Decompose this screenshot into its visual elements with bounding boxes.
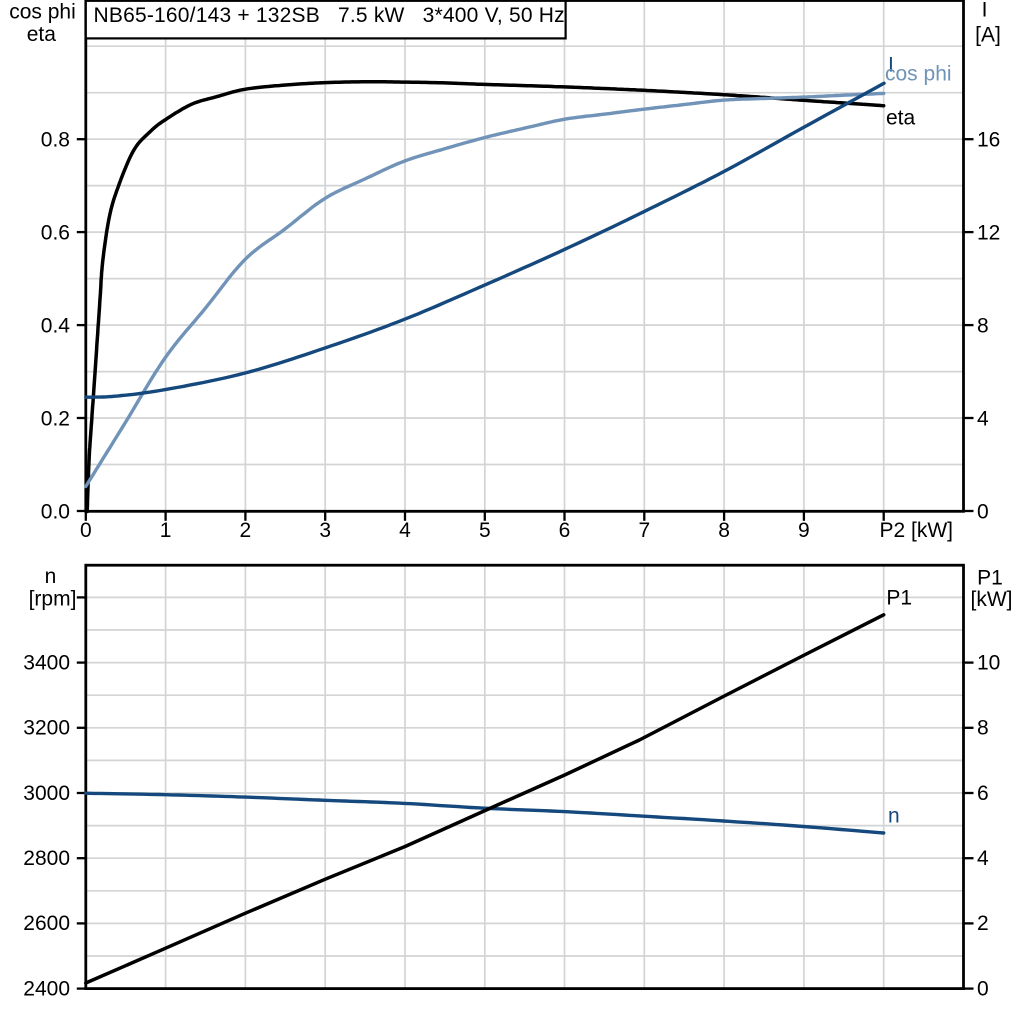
svg-text:8: 8 — [718, 519, 730, 542]
svg-text:I: I — [888, 54, 894, 77]
svg-text:n: n — [888, 805, 900, 828]
svg-text:0: 0 — [977, 501, 989, 524]
svg-text:[rpm]: [rpm] — [29, 588, 77, 611]
svg-text:[A]: [A] — [975, 24, 1001, 47]
svg-text:3000: 3000 — [23, 782, 70, 805]
svg-text:4: 4 — [399, 519, 411, 542]
svg-text:8: 8 — [977, 315, 989, 338]
svg-text:0.4: 0.4 — [41, 315, 71, 338]
svg-text:2: 2 — [977, 912, 989, 935]
svg-text:7: 7 — [638, 519, 650, 542]
svg-text:8: 8 — [977, 717, 989, 740]
svg-text:n: n — [45, 565, 57, 588]
svg-text:eta: eta — [886, 107, 916, 130]
svg-text:P2 [kW]: P2 [kW] — [880, 519, 954, 542]
svg-text:P1: P1 — [977, 567, 1003, 590]
svg-text:3400: 3400 — [23, 651, 70, 674]
svg-text:cos phi: cos phi — [9, 1, 76, 24]
svg-text:10: 10 — [977, 651, 1000, 674]
svg-text:[kW]: [kW] — [971, 588, 1013, 611]
svg-text:cos phi: cos phi — [885, 63, 952, 86]
svg-text:4: 4 — [977, 408, 989, 431]
svg-text:0: 0 — [80, 519, 92, 542]
svg-text:0: 0 — [977, 977, 989, 1000]
svg-text:I: I — [982, 0, 988, 22]
svg-text:2400: 2400 — [23, 977, 70, 1000]
svg-text:5: 5 — [479, 519, 491, 542]
svg-text:2: 2 — [240, 519, 252, 542]
svg-text:2800: 2800 — [23, 847, 70, 870]
svg-text:3200: 3200 — [23, 717, 70, 740]
svg-text:NB65-160/143 + 132SB 7.5 kW: NB65-160/143 + 132SB 7.5 kW 3*400 V, 50 … — [94, 4, 565, 27]
svg-text:6: 6 — [559, 519, 571, 542]
svg-text:0.2: 0.2 — [41, 408, 70, 431]
svg-text:3: 3 — [319, 519, 331, 542]
svg-text:0.0: 0.0 — [41, 501, 70, 524]
svg-text:P1: P1 — [886, 587, 912, 610]
svg-text:0.6: 0.6 — [41, 222, 70, 245]
svg-text:0.8: 0.8 — [41, 129, 70, 152]
svg-text:12: 12 — [977, 222, 1000, 245]
svg-text:16: 16 — [977, 129, 1000, 152]
svg-text:4: 4 — [977, 847, 989, 870]
svg-text:2600: 2600 — [23, 912, 70, 935]
svg-text:6: 6 — [977, 782, 989, 805]
svg-text:9: 9 — [798, 519, 810, 542]
svg-text:eta: eta — [27, 23, 57, 46]
svg-text:1: 1 — [160, 519, 172, 542]
